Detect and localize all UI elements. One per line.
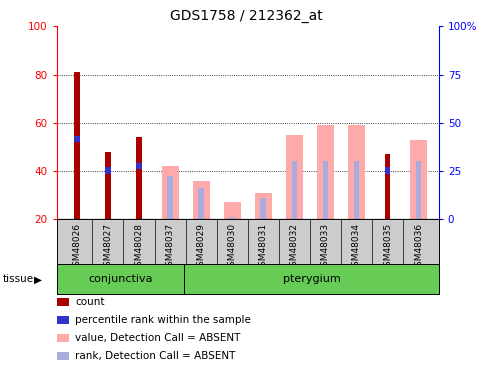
- Text: GSM48032: GSM48032: [290, 223, 299, 272]
- Bar: [74, 72, 80, 219]
- Bar: [229, 217, 235, 219]
- Bar: [286, 135, 303, 219]
- Text: conjunctiva: conjunctiva: [88, 274, 153, 284]
- Bar: [193, 181, 210, 219]
- Bar: [416, 161, 422, 219]
- Text: value, Detection Call = ABSENT: value, Detection Call = ABSENT: [75, 333, 240, 343]
- Bar: [410, 140, 427, 219]
- Text: GDS1758 / 212362_at: GDS1758 / 212362_at: [170, 9, 323, 23]
- Bar: [167, 176, 173, 219]
- Text: GSM48034: GSM48034: [352, 223, 361, 272]
- Text: count: count: [75, 297, 105, 307]
- Bar: [348, 125, 365, 219]
- Bar: [317, 125, 334, 219]
- Bar: [291, 161, 297, 219]
- Text: rank, Detection Call = ABSENT: rank, Detection Call = ABSENT: [75, 351, 235, 361]
- Text: pterygium: pterygium: [282, 274, 340, 284]
- Text: GSM48033: GSM48033: [321, 223, 330, 272]
- Bar: [136, 137, 142, 219]
- Text: GSM48037: GSM48037: [166, 223, 175, 272]
- Bar: [198, 188, 204, 219]
- Text: GSM48035: GSM48035: [383, 223, 392, 272]
- Text: GSM48028: GSM48028: [135, 223, 143, 272]
- Bar: [136, 163, 142, 169]
- Text: GSM48030: GSM48030: [228, 223, 237, 272]
- Text: GSM48029: GSM48029: [197, 223, 206, 272]
- Text: GSM48036: GSM48036: [414, 223, 423, 272]
- Bar: [105, 152, 111, 219]
- Text: GSM48026: GSM48026: [72, 223, 81, 272]
- Bar: [260, 198, 266, 219]
- Bar: [162, 166, 178, 219]
- Text: percentile rank within the sample: percentile rank within the sample: [75, 315, 251, 325]
- Bar: [322, 161, 328, 219]
- Text: GSM48027: GSM48027: [104, 223, 112, 272]
- Bar: [385, 168, 390, 174]
- Bar: [224, 202, 241, 219]
- Bar: [105, 168, 111, 174]
- Bar: [255, 193, 272, 219]
- Bar: [385, 154, 390, 219]
- Text: ▶: ▶: [34, 274, 41, 284]
- Bar: [74, 136, 80, 142]
- Text: GSM48031: GSM48031: [259, 223, 268, 272]
- Text: tissue: tissue: [2, 274, 34, 284]
- Bar: [353, 161, 359, 219]
